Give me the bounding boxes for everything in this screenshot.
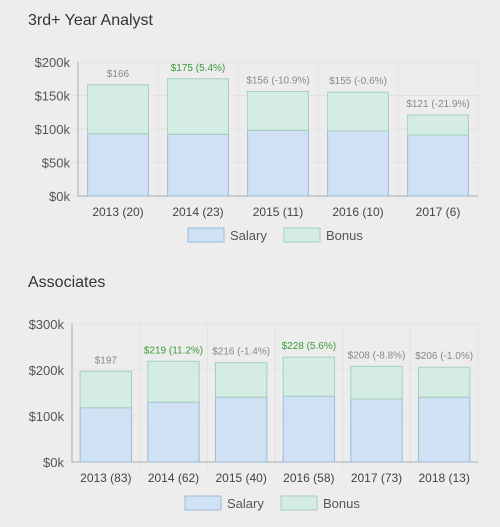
x-tick-label: 2016 (10) bbox=[332, 205, 383, 219]
legend-bonus-label: Bonus bbox=[323, 496, 360, 511]
salary-bar bbox=[327, 130, 389, 197]
x-tick-label: 2017 (73) bbox=[351, 471, 402, 485]
legend-bonus-label: Bonus bbox=[326, 228, 363, 243]
bar-total-label: $219 (11.2%) bbox=[144, 345, 203, 356]
bonus-bar bbox=[282, 356, 336, 397]
associates-chart-panel: Associates $0k $100k $200k $300k $197 2013 (8… bbox=[0, 262, 500, 527]
salary-bar bbox=[247, 129, 309, 197]
bonus-bar bbox=[327, 91, 389, 132]
bar-total-label: $228 (5.6%) bbox=[282, 341, 336, 352]
legend-salary-swatch bbox=[184, 495, 222, 511]
bonus-bar bbox=[79, 370, 133, 409]
bonus-bar bbox=[350, 365, 403, 400]
y-tick-label: $100k bbox=[29, 409, 65, 424]
y-tick-label: $50k bbox=[42, 156, 71, 171]
salary-bar bbox=[87, 133, 149, 197]
bonus-bar bbox=[167, 78, 229, 135]
analyst-chart-panel: 3rd+ Year Analyst $0k $50k $100k $150k $200k… bbox=[0, 0, 500, 260]
x-tick-label: 2013 (20) bbox=[92, 205, 143, 219]
bonus-bar bbox=[214, 362, 268, 398]
x-tick-label: 2018 (13) bbox=[418, 471, 469, 485]
bar-total-label: $206 (-1.0%) bbox=[415, 351, 473, 362]
bar-total-label: $216 (-1.4%) bbox=[212, 347, 270, 358]
x-tick-label: 2017 (6) bbox=[416, 205, 461, 219]
bar-total-label: $197 bbox=[95, 355, 118, 366]
x-tick-label: 2015 (11) bbox=[253, 205, 303, 219]
bar-total-label: $121 (-21.9%) bbox=[406, 99, 469, 110]
salary-bar bbox=[282, 395, 336, 463]
y-tick-label: $150k bbox=[35, 89, 71, 104]
bonus-bar bbox=[417, 366, 471, 398]
x-tick-label: 2015 (40) bbox=[215, 471, 266, 485]
bonus-bar bbox=[247, 90, 309, 131]
y-tick-label: $200k bbox=[29, 363, 65, 378]
analyst-chart-title: 3rd+ Year Analyst bbox=[28, 12, 153, 29]
bar-total-label: $155 (-0.6%) bbox=[329, 76, 387, 87]
y-tick-label: $100k bbox=[35, 122, 71, 137]
bonus-bar bbox=[147, 360, 200, 403]
bar-total-label: $166 bbox=[107, 69, 130, 80]
x-tick-label: 2014 (23) bbox=[172, 205, 223, 219]
salary-bar bbox=[147, 401, 200, 463]
legend-salary-swatch bbox=[187, 227, 225, 243]
salary-bar bbox=[407, 134, 469, 197]
legend-salary-label: Salary bbox=[227, 496, 264, 511]
x-tick-label: 2016 (58) bbox=[283, 471, 334, 485]
analyst-chart: $0k $50k $100k $150k $200k $166 2013 (20) $175 … bbox=[35, 55, 479, 243]
associates-chart: $0k $100k $200k $300k $197 2013 (83) $219 (11.… bbox=[29, 317, 479, 511]
salary-bar bbox=[79, 407, 133, 463]
associates-chart-title: Associates bbox=[28, 274, 106, 291]
y-tick-label: $200k bbox=[35, 55, 71, 70]
legend-bonus-swatch bbox=[283, 227, 321, 243]
legend-salary-label: Salary bbox=[230, 228, 267, 243]
salary-bar bbox=[417, 396, 471, 463]
salary-bar bbox=[167, 133, 229, 197]
y-tick-label: $0k bbox=[43, 455, 64, 470]
bar-total-label: $156 (-10.9%) bbox=[246, 75, 309, 86]
bonus-bar bbox=[407, 114, 469, 136]
salary-bar bbox=[214, 396, 268, 463]
legend-bonus-swatch bbox=[280, 495, 318, 511]
salary-bar bbox=[350, 398, 403, 463]
bonus-bar bbox=[87, 84, 149, 135]
bar-total-label: $208 (-8.8%) bbox=[348, 350, 406, 361]
y-tick-label: $0k bbox=[49, 189, 70, 204]
x-tick-label: 2013 (83) bbox=[80, 471, 131, 485]
bar-total-label: $175 (5.4%) bbox=[171, 63, 225, 74]
x-tick-label: 2014 (62) bbox=[148, 471, 199, 485]
y-tick-label: $300k bbox=[29, 317, 65, 332]
